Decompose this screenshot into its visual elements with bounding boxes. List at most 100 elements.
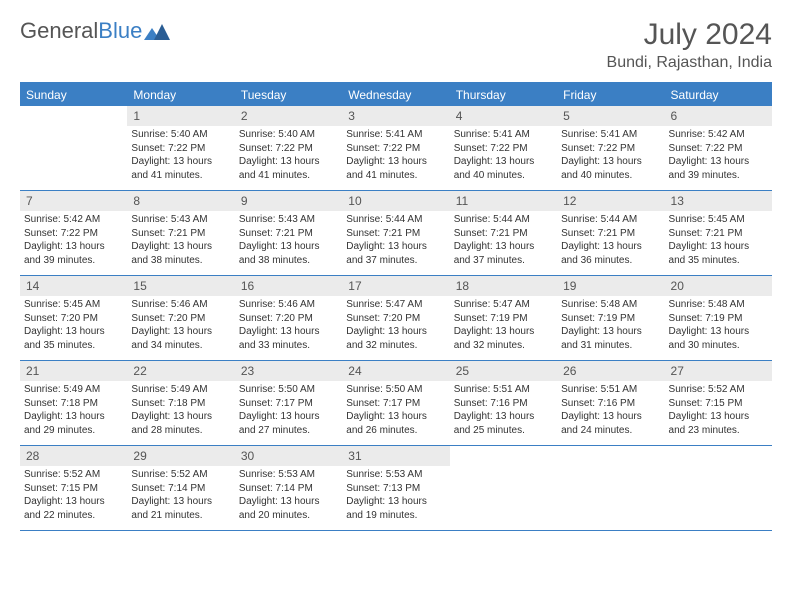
weekday-header: Tuesday	[235, 84, 342, 106]
sunrise-text: Sunrise: 5:50 AM	[239, 383, 338, 397]
day-cell: 20Sunrise: 5:48 AMSunset: 7:19 PMDayligh…	[665, 276, 772, 360]
sunset-text: Sunset: 7:14 PM	[239, 482, 338, 496]
daylight-text: Daylight: 13 hours and 35 minutes.	[24, 325, 123, 352]
day-cell: 4Sunrise: 5:41 AMSunset: 7:22 PMDaylight…	[450, 106, 557, 190]
sunrise-text: Sunrise: 5:41 AM	[561, 128, 660, 142]
sunrise-text: Sunrise: 5:44 AM	[561, 213, 660, 227]
day-number: 14	[20, 276, 127, 296]
daylight-text: Daylight: 13 hours and 41 minutes.	[239, 155, 338, 182]
sunrise-text: Sunrise: 5:45 AM	[669, 213, 768, 227]
day-cell	[557, 446, 664, 530]
weekday-header: Thursday	[450, 84, 557, 106]
daylight-text: Daylight: 13 hours and 39 minutes.	[669, 155, 768, 182]
day-body: Sunrise: 5:45 AMSunset: 7:20 PMDaylight:…	[20, 298, 127, 356]
day-body: Sunrise: 5:44 AMSunset: 7:21 PMDaylight:…	[342, 213, 449, 271]
day-number: 12	[557, 191, 664, 211]
day-number: 7	[20, 191, 127, 211]
daylight-text: Daylight: 13 hours and 34 minutes.	[131, 325, 230, 352]
day-cell: 25Sunrise: 5:51 AMSunset: 7:16 PMDayligh…	[450, 361, 557, 445]
day-body: Sunrise: 5:48 AMSunset: 7:19 PMDaylight:…	[557, 298, 664, 356]
sunset-text: Sunset: 7:21 PM	[454, 227, 553, 241]
location: Bundi, Rajasthan, India	[607, 54, 772, 72]
sunset-text: Sunset: 7:19 PM	[454, 312, 553, 326]
weeks-container: 1Sunrise: 5:40 AMSunset: 7:22 PMDaylight…	[20, 106, 772, 531]
day-cell: 16Sunrise: 5:46 AMSunset: 7:20 PMDayligh…	[235, 276, 342, 360]
day-body: Sunrise: 5:43 AMSunset: 7:21 PMDaylight:…	[127, 213, 234, 271]
day-cell: 29Sunrise: 5:52 AMSunset: 7:14 PMDayligh…	[127, 446, 234, 530]
daylight-text: Daylight: 13 hours and 20 minutes.	[239, 495, 338, 522]
sunset-text: Sunset: 7:21 PM	[669, 227, 768, 241]
day-number: 19	[557, 276, 664, 296]
day-body: Sunrise: 5:53 AMSunset: 7:13 PMDaylight:…	[342, 468, 449, 526]
month-title: July 2024	[607, 18, 772, 52]
day-cell	[450, 446, 557, 530]
weekday-header: Wednesday	[342, 84, 449, 106]
day-body: Sunrise: 5:49 AMSunset: 7:18 PMDaylight:…	[20, 383, 127, 441]
day-number: 9	[235, 191, 342, 211]
day-body: Sunrise: 5:44 AMSunset: 7:21 PMDaylight:…	[557, 213, 664, 271]
sunrise-text: Sunrise: 5:50 AM	[346, 383, 445, 397]
sunrise-text: Sunrise: 5:52 AM	[24, 468, 123, 482]
sunrise-text: Sunrise: 5:52 AM	[669, 383, 768, 397]
logo-text-2: Blue	[98, 18, 142, 44]
day-number: 13	[665, 191, 772, 211]
day-number	[665, 446, 772, 450]
sunset-text: Sunset: 7:13 PM	[346, 482, 445, 496]
day-cell: 21Sunrise: 5:49 AMSunset: 7:18 PMDayligh…	[20, 361, 127, 445]
weekday-header: Monday	[127, 84, 234, 106]
sunrise-text: Sunrise: 5:46 AM	[239, 298, 338, 312]
daylight-text: Daylight: 13 hours and 30 minutes.	[669, 325, 768, 352]
day-cell: 10Sunrise: 5:44 AMSunset: 7:21 PMDayligh…	[342, 191, 449, 275]
day-number: 31	[342, 446, 449, 466]
daylight-text: Daylight: 13 hours and 38 minutes.	[239, 240, 338, 267]
sunset-text: Sunset: 7:21 PM	[346, 227, 445, 241]
day-number: 16	[235, 276, 342, 296]
sunrise-text: Sunrise: 5:44 AM	[346, 213, 445, 227]
sunrise-text: Sunrise: 5:46 AM	[131, 298, 230, 312]
daylight-text: Daylight: 13 hours and 24 minutes.	[561, 410, 660, 437]
day-body: Sunrise: 5:50 AMSunset: 7:17 PMDaylight:…	[235, 383, 342, 441]
sunrise-text: Sunrise: 5:45 AM	[24, 298, 123, 312]
daylight-text: Daylight: 13 hours and 36 minutes.	[561, 240, 660, 267]
day-number	[450, 446, 557, 450]
calendar: Sunday Monday Tuesday Wednesday Thursday…	[20, 82, 772, 531]
day-cell: 3Sunrise: 5:41 AMSunset: 7:22 PMDaylight…	[342, 106, 449, 190]
week-row: 14Sunrise: 5:45 AMSunset: 7:20 PMDayligh…	[20, 276, 772, 361]
day-number: 18	[450, 276, 557, 296]
sunset-text: Sunset: 7:22 PM	[669, 142, 768, 156]
day-cell: 1Sunrise: 5:40 AMSunset: 7:22 PMDaylight…	[127, 106, 234, 190]
day-body: Sunrise: 5:47 AMSunset: 7:20 PMDaylight:…	[342, 298, 449, 356]
day-cell: 18Sunrise: 5:47 AMSunset: 7:19 PMDayligh…	[450, 276, 557, 360]
day-body: Sunrise: 5:52 AMSunset: 7:15 PMDaylight:…	[20, 468, 127, 526]
day-cell: 2Sunrise: 5:40 AMSunset: 7:22 PMDaylight…	[235, 106, 342, 190]
daylight-text: Daylight: 13 hours and 19 minutes.	[346, 495, 445, 522]
sunrise-text: Sunrise: 5:42 AM	[24, 213, 123, 227]
sunrise-text: Sunrise: 5:40 AM	[131, 128, 230, 142]
day-body: Sunrise: 5:51 AMSunset: 7:16 PMDaylight:…	[450, 383, 557, 441]
sunset-text: Sunset: 7:18 PM	[131, 397, 230, 411]
day-body: Sunrise: 5:42 AMSunset: 7:22 PMDaylight:…	[20, 213, 127, 271]
day-number: 4	[450, 106, 557, 126]
weekday-header-row: Sunday Monday Tuesday Wednesday Thursday…	[20, 84, 772, 106]
title-block: July 2024 Bundi, Rajasthan, India	[607, 18, 772, 72]
sunset-text: Sunset: 7:14 PM	[131, 482, 230, 496]
day-cell	[20, 106, 127, 190]
day-number	[557, 446, 664, 450]
day-number: 3	[342, 106, 449, 126]
day-cell	[665, 446, 772, 530]
day-cell: 17Sunrise: 5:47 AMSunset: 7:20 PMDayligh…	[342, 276, 449, 360]
day-number: 22	[127, 361, 234, 381]
sunrise-text: Sunrise: 5:47 AM	[454, 298, 553, 312]
weekday-header: Friday	[557, 84, 664, 106]
day-number: 1	[127, 106, 234, 126]
day-number: 26	[557, 361, 664, 381]
day-number: 11	[450, 191, 557, 211]
daylight-text: Daylight: 13 hours and 41 minutes.	[131, 155, 230, 182]
day-body: Sunrise: 5:45 AMSunset: 7:21 PMDaylight:…	[665, 213, 772, 271]
sunset-text: Sunset: 7:15 PM	[24, 482, 123, 496]
sunset-text: Sunset: 7:20 PM	[131, 312, 230, 326]
sunset-text: Sunset: 7:22 PM	[346, 142, 445, 156]
day-number: 23	[235, 361, 342, 381]
daylight-text: Daylight: 13 hours and 40 minutes.	[454, 155, 553, 182]
day-number: 17	[342, 276, 449, 296]
